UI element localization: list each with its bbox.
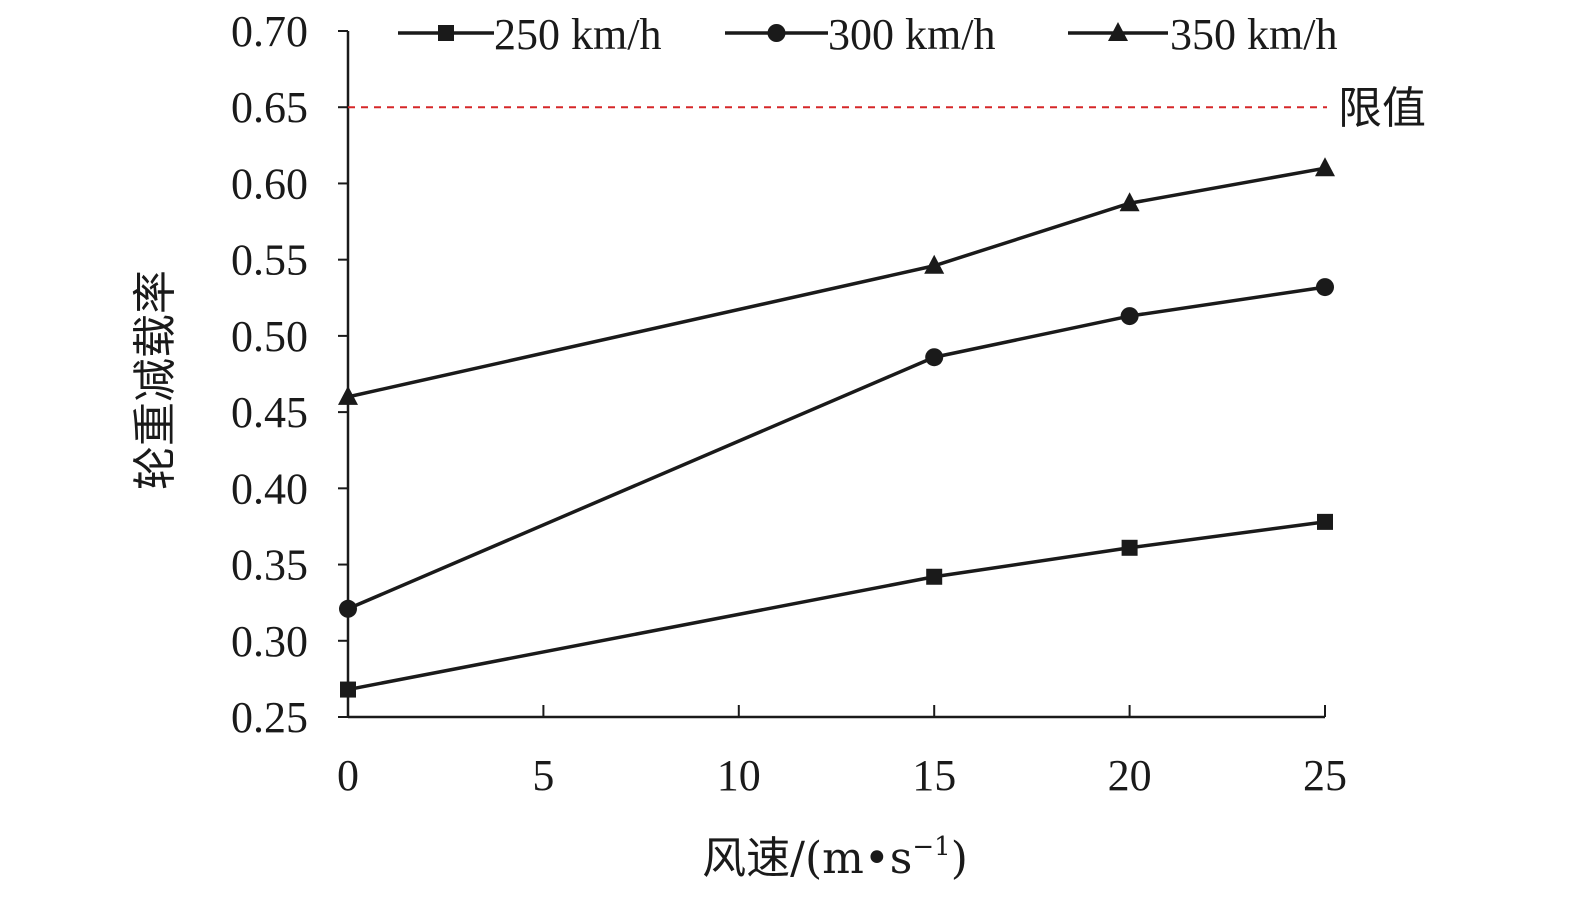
legend-label: 350 km/h <box>1170 10 1337 59</box>
data-point-circle <box>1316 278 1334 297</box>
y-tick-label: 0.40 <box>231 464 308 513</box>
y-tick-label: 0.55 <box>231 236 308 285</box>
data-point-square <box>926 568 943 585</box>
series-2 <box>339 278 1334 618</box>
x-tick-label: 15 <box>912 751 956 800</box>
tick-labels: 0.25 0.30 0.35 0.40 0.45 0.50 0.55 0.60 0.65 0.70… <box>231 7 1347 800</box>
y-tick-label: 0.35 <box>231 541 308 590</box>
data-point-circle <box>1120 307 1139 326</box>
legend-item: 300 km/h <box>725 10 995 59</box>
legend-marker-circle <box>767 24 786 42</box>
data-point-triangle <box>1119 192 1140 212</box>
legend-marker-square <box>438 25 454 41</box>
series-line <box>347 520 1326 692</box>
legend-label: 250 km/h <box>494 10 661 59</box>
series-line <box>347 166 1326 399</box>
x-axis-title: 风速/(m•s−1) <box>702 832 968 884</box>
y-tick-label: 0.65 <box>231 83 308 132</box>
y-tick-label: 0.25 <box>231 693 308 742</box>
data-point-circle <box>339 599 357 618</box>
series-line <box>347 285 1326 611</box>
x-axis-title-end: ) <box>951 833 968 884</box>
x-tick-label: 0 <box>337 751 359 800</box>
series-1 <box>340 513 1333 698</box>
limit-label: 限值 <box>1338 83 1426 134</box>
y-tick-label: 0.70 <box>231 7 308 56</box>
x-tick-label: 20 <box>1108 751 1152 800</box>
data-point-circle <box>925 348 944 367</box>
legend-item: 350 km/h <box>1068 10 1337 59</box>
data-point-triangle <box>1315 157 1335 177</box>
series-group <box>338 157 1335 698</box>
series-3 <box>338 157 1335 405</box>
y-axis-title: 轮重减载率 <box>130 270 181 490</box>
x-axis-title-main: 风速/(m•s <box>702 833 912 884</box>
x-tick-label: 5 <box>532 751 554 800</box>
x-tick-label: 25 <box>1303 751 1347 800</box>
legend: 250 km/h 300 km/h 350 km/h <box>398 10 1337 59</box>
axes <box>338 30 1326 719</box>
legend-marker-triangle <box>1108 22 1128 41</box>
y-tick-label: 0.30 <box>231 617 308 666</box>
x-axis-title-superscript: −1 <box>912 832 950 862</box>
x-tick-label: 10 <box>717 751 761 800</box>
y-tick-label: 0.60 <box>231 159 308 208</box>
data-point-square <box>1317 513 1333 530</box>
data-point-triangle <box>338 385 358 405</box>
data-point-square <box>340 681 356 698</box>
legend-item: 250 km/h <box>398 10 661 59</box>
y-tick-label: 0.50 <box>231 312 308 361</box>
data-point-square <box>1121 539 1138 556</box>
legend-label: 300 km/h <box>828 10 995 59</box>
limit-line-group: 限值 <box>348 83 1426 134</box>
y-tick-label: 0.45 <box>231 388 308 437</box>
data-point-triangle <box>924 254 945 274</box>
